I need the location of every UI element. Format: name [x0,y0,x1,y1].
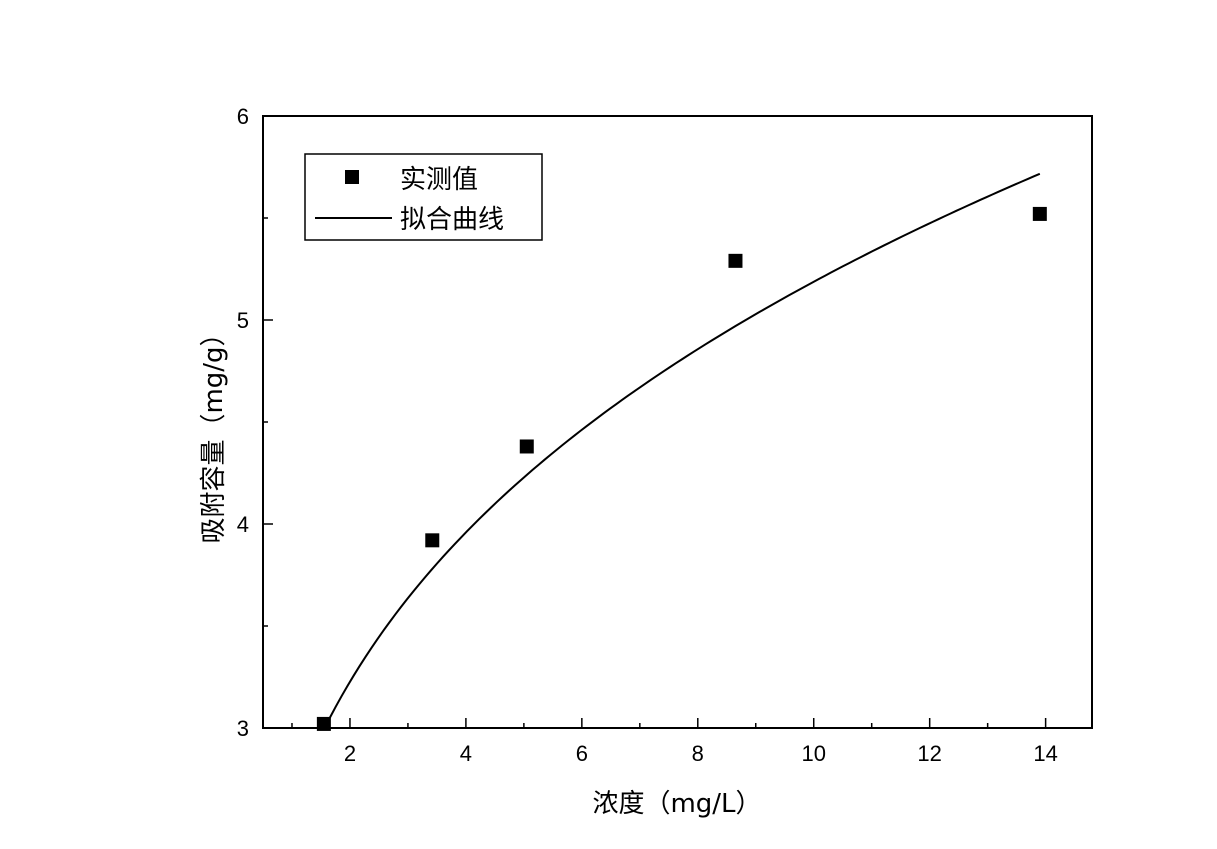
y-tick-label: 5 [237,308,249,333]
y-tick-label: 3 [237,716,249,741]
tick-labels: 2 4 6 8 10 12 14 3 4 5 6 [237,104,1058,766]
x-axis-title: 浓度（mg/L） [592,789,761,819]
legend-label-measured: 实测值 [400,165,478,195]
data-marks [316,172,1047,731]
y-tick-label: 4 [237,512,249,537]
ticks [263,115,1047,729]
y-tick-label: 6 [237,104,249,129]
data-point [316,716,331,731]
x-tick-label: 14 [1033,741,1057,766]
data-point [425,533,440,548]
data-point [519,439,534,454]
x-tick-label: 8 [692,741,704,766]
fit-curve [322,172,1041,730]
legend-label-fit: 拟合曲线 [400,205,504,235]
x-tick-label: 2 [344,741,356,766]
x-tick-label: 4 [460,741,472,766]
legend: 实测值 拟合曲线 [304,153,543,241]
x-tick-label: 6 [576,741,588,766]
data-point [728,253,743,268]
x-tick-label: 12 [917,741,941,766]
data-point [1032,206,1047,221]
y-axis-title: 吸附容量（mg/g） [199,320,229,543]
x-tick-label: 10 [801,741,825,766]
legend-box [304,153,543,241]
legend-marker-measured [345,170,359,184]
